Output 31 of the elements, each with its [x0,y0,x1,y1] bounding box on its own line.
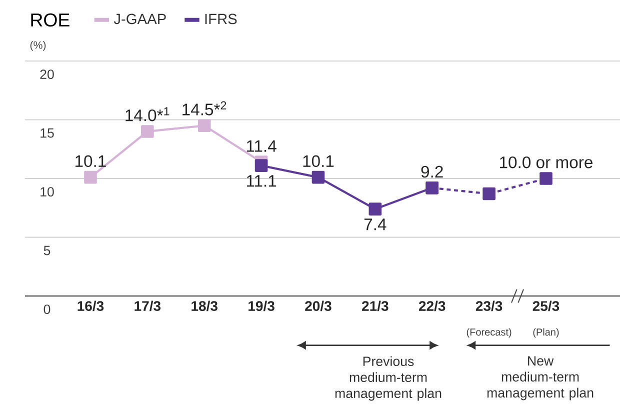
data-label: 11.1 [246,175,276,187]
text: (Plan) [533,328,559,338]
data-label: 7.4 [364,218,386,230]
x-tick-label: 21/3 [362,300,388,312]
x-tick-label: 25/3 [532,300,560,312]
text: New medium-term management plan [487,356,594,400]
x-tick-label: 22/3 [418,300,446,312]
x-tick-label: 16/3 [78,300,104,312]
data-label: 10.0 or more [500,156,592,168]
y-tick-label: 15 [40,128,54,138]
x-tick-label: 23/3 [476,300,502,312]
data-label: 10.1 [76,155,106,168]
data-label: 9.2 [421,166,443,178]
legend-label: IFRS [205,14,237,24]
y-tick-label: 10 [40,187,54,197]
text: Previous medium-term management plan [335,356,442,401]
data-label: 14.5*$^{2}$ [182,101,226,116]
legend-label: J-GAAP [114,14,166,24]
y-tick-label: 20 [40,70,54,80]
data-label: 10.1 [303,155,334,168]
data-label: 11.4 [246,140,276,152]
y-axis-title: (%) [30,40,46,51]
data-label: 14.0*$^{1}$ [126,107,170,122]
text: (Forecast) [466,328,512,338]
y-tick-label: 5 [44,246,50,256]
y-tick-label: 0 [44,304,50,314]
x-tick-label: 17/3 [134,300,161,312]
x-tick-label: 18/3 [192,300,218,312]
chart-title: ROE [31,13,70,27]
x-tick-label: 20/3 [305,300,332,312]
x-tick-label: 19/3 [248,300,274,312]
